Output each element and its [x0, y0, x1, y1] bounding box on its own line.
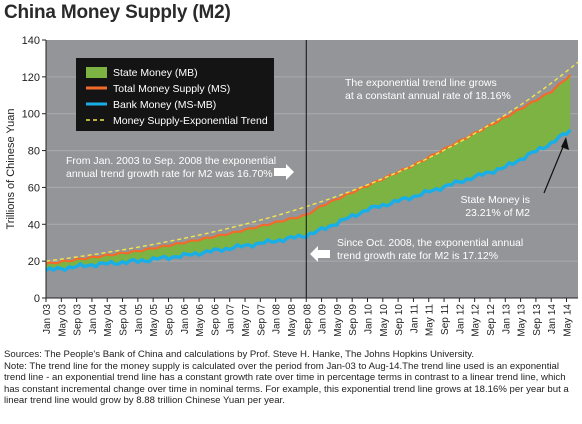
x-tick-label: Sep 08 [302, 304, 313, 336]
y-tick-label: 0 [34, 293, 40, 305]
annotation-trend-2014: The exponential trend line grows [345, 77, 497, 89]
legend-label: Total Money Supply (MS) [113, 83, 230, 95]
note-text: Note: The trend line for the money suppl… [4, 360, 569, 407]
x-tick-label: Sep 13 [532, 304, 543, 336]
annotation-state-money: 23.21% of M2 [465, 207, 530, 219]
chart: 0 20 40 60 80 100 120 140 Jan 03 May 03 Sep 03 Jan … [5, 35, 579, 337]
x-tick-label: Sep 10 [394, 304, 405, 336]
x-tick-label: Sep 06 [210, 304, 221, 336]
x-tick-label: Jan 11 [409, 304, 420, 334]
x-tick-label: Sep 12 [486, 304, 497, 336]
x-tick-label: Sep 03 [73, 304, 84, 336]
legend-box [76, 58, 274, 131]
x-tick-label: May 07 [241, 304, 252, 337]
annotation-pre-2008: From Jan. 2003 to Sep. 2008 the exponent… [66, 155, 276, 167]
chart-title: China Money Supply (M2) [4, 2, 231, 23]
x-tick-label: May 10 [379, 304, 390, 337]
state-money-area [46, 74, 571, 271]
y-tick-label: 120 [22, 72, 40, 84]
arrow-left [310, 246, 330, 262]
x-tick-label: Sep 09 [348, 304, 359, 336]
legend-label: State Money (MB) [113, 67, 198, 79]
x-tick-label: May 11 [425, 304, 436, 336]
arrow-right [274, 164, 294, 180]
x-tick-label: Sep 07 [256, 304, 267, 336]
x-tick-label: Jan 12 [455, 304, 466, 334]
x-tick-label: Jan 13 [501, 304, 512, 334]
x-tick-label: Jan 07 [226, 304, 237, 334]
legend: State Money (MB) Total Money Supply (MS) B… [76, 58, 274, 131]
x-tick-label: Jan 10 [363, 304, 374, 334]
y-tick-label: 140 [22, 35, 40, 47]
x-tick-label: Jan 09 [318, 304, 329, 334]
y-tick-label: 60 [28, 182, 40, 194]
sources-text: Sources: The People's Bank of China and … [4, 349, 475, 360]
annotation-post-2008: trend growth rate for M2 is 17.12% [337, 250, 498, 262]
total-money-line [45, 73, 572, 265]
arrow-state-money [543, 141, 566, 194]
y-axis-label-group: Trillions of Chinese Yuan [5, 108, 17, 229]
x-tick-label: May 04 [103, 304, 114, 337]
x-tick-label: Jan 14 [547, 304, 558, 334]
arrow-state-money-head [561, 137, 569, 150]
x-tick-label: Jan 05 [134, 304, 145, 334]
annotation-trend-2014: at a constant annual rate of 18.16% [345, 90, 511, 102]
x-tick-label: Jan 08 [272, 304, 283, 334]
x-tick-label: Jan 04 [88, 304, 99, 334]
x-tick-label: May 08 [287, 304, 298, 337]
x-tick-label: Sep 05 [164, 304, 175, 336]
x-tick-label: Jan 06 [180, 304, 191, 334]
x-tick-label: Jan 03 [42, 304, 53, 334]
x-tick-label: May 12 [471, 304, 482, 337]
y-tick-label: 80 [28, 146, 40, 158]
y-tick-label: 40 [28, 219, 40, 231]
y-tick-label: 20 [28, 256, 40, 268]
bank-money-line [45, 128, 572, 273]
axes: 0 20 40 60 80 100 120 140 Jan 03 May 03 Sep 03 Jan … [22, 35, 578, 337]
x-tick-label: May 14 [563, 304, 574, 337]
x-tick-label: May 09 [333, 304, 344, 337]
y-tick-label: 100 [22, 109, 40, 121]
annotation-pre-2008: annual trend growth rate for M2 was 16.7… [66, 168, 273, 180]
notes: Sources: The People's Bank of China and … [4, 349, 578, 407]
legend-swatch [86, 67, 107, 78]
x-tick-label: May 03 [57, 304, 68, 337]
legend-label: Money Supply-Exponential Trend [113, 115, 268, 127]
series-areas [46, 74, 571, 271]
x-tick-label: May 06 [195, 304, 206, 337]
y-axis-label: Trillions of Chinese Yuan [5, 108, 17, 229]
x-tick-label: May 05 [149, 304, 160, 337]
annotation-post-2008: Since Oct. 2008, the exponential annual [337, 237, 523, 249]
series-lines [45, 61, 579, 273]
x-tick-label: Sep 04 [119, 304, 130, 336]
x-tick-label: May 13 [517, 304, 528, 337]
x-tick-label: Sep 11 [440, 304, 451, 335]
annotation-state-money: State Money is [461, 194, 530, 206]
legend-label: Bank Money (MS-MB) [113, 99, 216, 111]
